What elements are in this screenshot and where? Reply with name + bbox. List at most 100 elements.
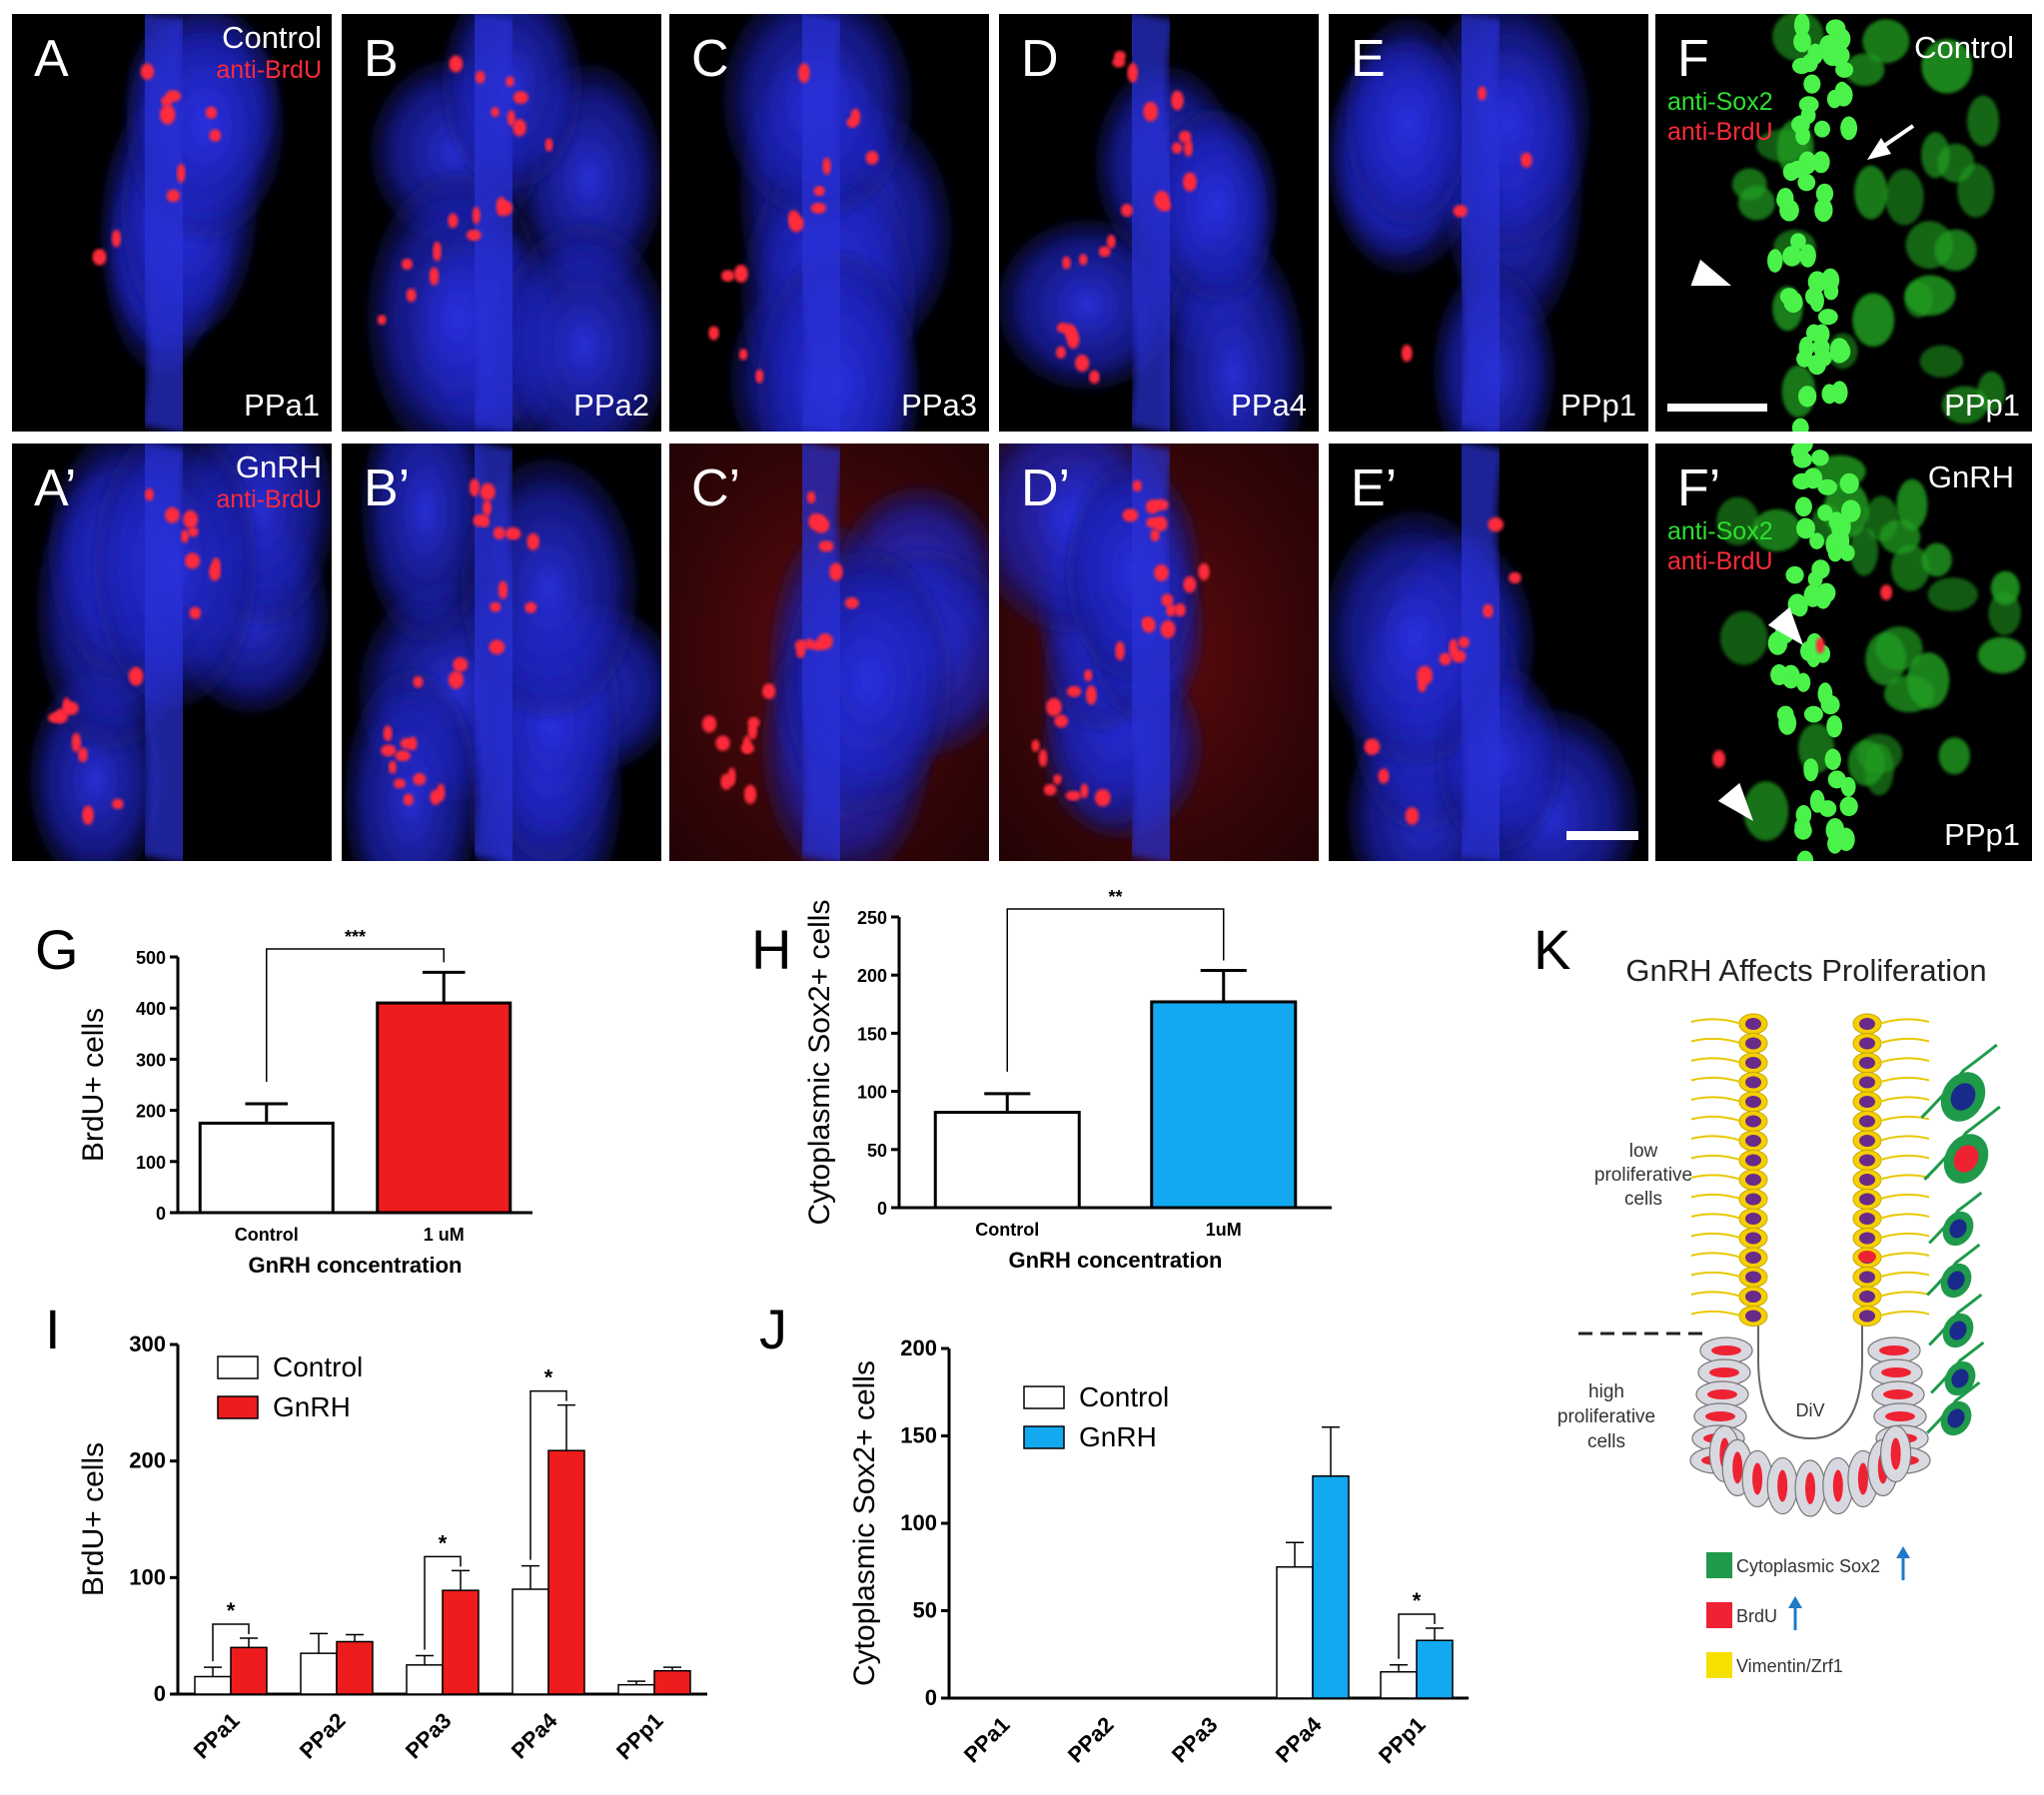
radial-glia-nucleus [1745,1232,1761,1245]
brdu-positive-nucleus [1364,738,1381,755]
brdu-positive-nucleus [475,70,486,84]
brdu-positive-nucleus [166,189,181,203]
brdu-positive-nucleus [1172,142,1183,154]
brdu-positive-nucleus [466,229,482,242]
y-tick-label: 100 [136,1153,166,1173]
arrowhead-marker [1767,606,1803,645]
sox2-cytoplasmic-cell [1751,508,1801,552]
region-label: PPa1 [244,388,320,423]
sox2-nucleus [1831,381,1848,405]
migrating-process [1926,1243,1981,1297]
micrograph-content [29,444,332,861]
brdu-positive-nucleus [1521,152,1533,168]
radial-glia-nucleus [1745,1037,1761,1050]
brdu-positive-nucleus [1405,806,1420,825]
brdu-positive-nucleus [829,562,843,581]
brdu-positive-nucleus [810,202,826,214]
legend-swatch [217,1355,259,1379]
sox2-cytoplasmic-cell [1844,53,1885,87]
radial-process [1878,1310,1930,1318]
radial-glia-nucleus [1745,1291,1761,1303]
sox2-cytoplasmic-cell [1904,282,1933,318]
radial-glia-nucleus [1859,1037,1875,1050]
y-tick-label: 400 [136,999,166,1019]
brdu-positive-nucleus [490,601,502,612]
y-tick-label: 100 [857,1083,887,1103]
migrating-cell-nucleus [1947,1408,1965,1428]
brdu-positive-nucleus [1418,677,1427,693]
bar-control [300,1652,338,1695]
micrograph-content [367,14,661,432]
sox2-nucleus [1809,532,1824,549]
legend-label: BrdU [1736,1606,1777,1626]
brdu-positive-nucleus [506,76,514,87]
brdu-positive-nucleus [111,229,122,248]
brdu-positive-nucleus [1439,652,1452,666]
brdu-positive-nucleus [708,326,719,341]
micrograph-content [669,444,989,861]
brdu-positive-nucleus [1043,783,1057,796]
tissue-band [116,444,212,861]
bar-control [617,1683,655,1695]
brdu-positive-nucleus [512,119,526,137]
radial-process [1690,1232,1742,1240]
brdu-positive-nucleus [818,540,834,552]
radial-glia-nucleus [1745,1174,1761,1186]
scale-bar [1667,404,1767,412]
brdu-positive-nucleus [496,197,508,217]
brdu-positive-nucleus [1174,602,1186,617]
increase-arrowhead [1896,1546,1910,1558]
radial-process [1878,1037,1930,1045]
brdu-positive-nucleus [408,736,418,751]
sox2-nucleus [1795,496,1812,517]
brdu-positive-nucleus [1449,638,1459,658]
sox2-nucleus [1785,565,1804,584]
radial-glia-nucleus [1859,1135,1875,1147]
sox2-nucleus [1793,14,1810,37]
brdu-positive-nucleus [1098,246,1111,258]
high-proliferative-label: high proliferative cells [1557,1381,1655,1452]
x-tick-label: PPa3 [401,1708,457,1764]
brdu-positive-nucleus [1150,528,1160,542]
radial-process [1878,1193,1930,1201]
brdu-positive-nucleus [187,526,199,537]
increase-arrowhead [1788,1596,1802,1608]
micrograph-prime-panel-4: E’ [1329,444,1648,861]
brdu-positive-nucleus [1132,479,1143,492]
sox2-nucleus [1812,151,1830,174]
radial-process [1690,1135,1742,1142]
radial-glia-nucleus [1859,1096,1875,1108]
sox2-cytoplasmic-cell [1938,737,1971,775]
sox2-nucleus [1817,309,1838,326]
brdu-positive-nucleus [1401,344,1413,363]
brdu-positive-nucleus [401,258,414,271]
progenitor-nucleus [1879,1346,1909,1355]
micrograph-letter: F [1677,30,1709,88]
radial-glia-nucleus [1745,1057,1761,1069]
high-label-line1: high [1588,1381,1624,1402]
radial-glia-nucleus [1859,1310,1875,1323]
brdu-positive-nucleus [493,526,506,540]
migrating-process [1930,1341,1985,1394]
brdu-positive-nucleus [128,666,144,686]
bar-control [511,1588,549,1695]
y-axis-title: BrdU+ cells [77,1008,110,1162]
micrograph-content [344,444,661,861]
y-tick-label: 300 [136,1050,166,1070]
sox2-cytoplasmic-cell [1716,496,1759,545]
radial-process [1878,1174,1930,1181]
brdu-positive-nucleus [720,270,735,282]
sox2-stain-label: anti-Sox2 [1667,517,1773,545]
x-tick-label: PPp1 [1374,1712,1431,1769]
chart-g: 0 100 200 300 400 500 BrdU+ cells GnRH concentr… [77,927,532,1278]
bar-gnrh [442,1589,480,1695]
sox2-cytoplasmic-cell [1896,478,1928,530]
sox2-nucleus [1799,244,1816,268]
migrating-cell-nucleus [1949,1219,1967,1239]
progenitor-nucleus [1711,1346,1741,1355]
brdu-positive-nucleus [733,265,748,283]
significance-mark: ** [1108,887,1122,907]
y-tick-label: 50 [913,1598,937,1623]
